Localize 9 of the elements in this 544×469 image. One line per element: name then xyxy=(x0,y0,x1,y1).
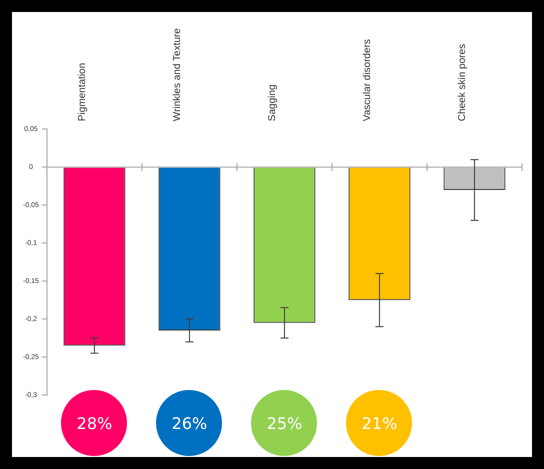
x-tick-label: Cheek skin pores xyxy=(457,44,468,122)
x-tick-label: Vascular disorders xyxy=(362,39,374,122)
x-tick-label: Pigmentation xyxy=(77,62,88,122)
x-tick-label: Sagging xyxy=(267,84,278,122)
circle-badge: 25% xyxy=(251,390,318,456)
circle-badge: 21% xyxy=(346,390,412,456)
x-tick-label: Wrinkles and Texture xyxy=(172,28,184,122)
circle-badge: 26% xyxy=(156,390,222,456)
circle-badge: 28% xyxy=(61,390,128,456)
